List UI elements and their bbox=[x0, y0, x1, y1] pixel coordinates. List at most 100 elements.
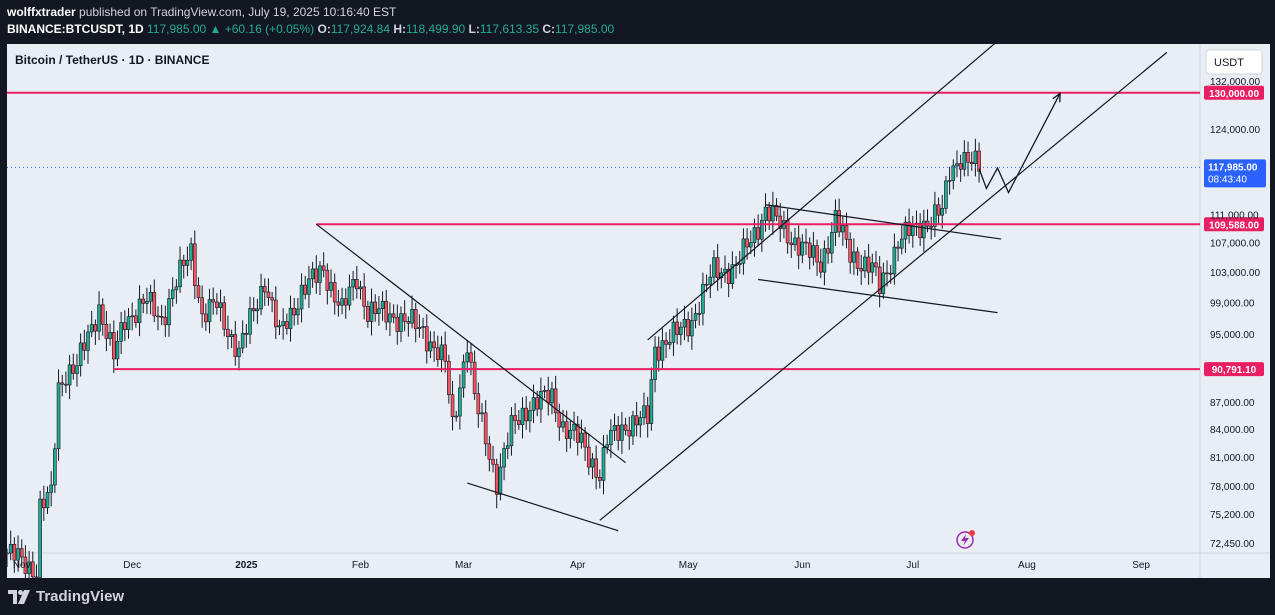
candle-body bbox=[207, 299, 212, 323]
candle bbox=[185, 246, 190, 277]
candle-body bbox=[170, 289, 175, 299]
candle bbox=[178, 246, 182, 293]
high-value: 118,499.90 bbox=[406, 22, 466, 36]
candle-body bbox=[377, 308, 381, 314]
candle-body bbox=[111, 332, 116, 360]
candle bbox=[664, 332, 668, 359]
candle-body bbox=[432, 341, 436, 349]
close-label: C: bbox=[542, 22, 556, 36]
candle bbox=[222, 296, 227, 337]
candle bbox=[458, 374, 462, 430]
projection-path[interactable] bbox=[978, 93, 1061, 195]
candle-body bbox=[491, 459, 495, 465]
trendline[interactable] bbox=[647, 44, 1042, 341]
candle bbox=[237, 340, 241, 371]
candle bbox=[229, 329, 234, 349]
candle-body bbox=[78, 342, 83, 367]
candle-body bbox=[922, 220, 926, 239]
currency-button[interactable]: USDT bbox=[1205, 49, 1263, 75]
author-name[interactable]: wolffxtrader bbox=[7, 5, 76, 19]
candle bbox=[686, 311, 690, 343]
candle bbox=[351, 270, 355, 301]
candle-body bbox=[815, 245, 819, 263]
candle-body bbox=[892, 246, 897, 275]
candle-body bbox=[741, 238, 746, 264]
candle-body bbox=[656, 346, 661, 361]
candle-body bbox=[167, 298, 171, 326]
candle bbox=[454, 410, 459, 422]
candle bbox=[141, 293, 146, 314]
candle bbox=[774, 198, 779, 222]
candle-body bbox=[667, 342, 672, 345]
candle-body bbox=[12, 543, 17, 561]
candle-body bbox=[178, 259, 182, 288]
candle-body bbox=[631, 415, 635, 437]
alert-icon[interactable] bbox=[956, 530, 975, 549]
candle-body bbox=[701, 283, 705, 314]
candle-body bbox=[384, 300, 389, 323]
trendline[interactable] bbox=[765, 204, 1002, 240]
trendline[interactable] bbox=[467, 482, 619, 532]
trendline[interactable] bbox=[758, 278, 998, 314]
candle bbox=[56, 369, 61, 461]
candle bbox=[244, 324, 249, 348]
candle-body bbox=[609, 430, 613, 446]
candle bbox=[27, 550, 31, 578]
candle bbox=[461, 354, 466, 398]
candle-body bbox=[332, 282, 337, 303]
candle-body bbox=[664, 340, 668, 345]
time-tick-label: May bbox=[679, 560, 698, 571]
candle-body bbox=[104, 323, 109, 339]
price-chart[interactable]: 130,000.00 109,588.00 90,791.10 132,000.00… bbox=[0, 44, 1275, 578]
candle bbox=[273, 286, 278, 339]
candle bbox=[45, 486, 50, 514]
candle bbox=[218, 289, 223, 322]
candle-body bbox=[273, 299, 278, 328]
candle bbox=[181, 254, 186, 279]
candle-body bbox=[469, 352, 473, 363]
candle-body bbox=[962, 152, 967, 170]
candle bbox=[447, 354, 451, 404]
candle bbox=[841, 216, 845, 246]
candle-body bbox=[8, 543, 13, 554]
candle bbox=[318, 261, 322, 296]
trendline[interactable] bbox=[315, 223, 626, 464]
candle-body bbox=[649, 379, 654, 424]
candle bbox=[413, 302, 418, 343]
candle bbox=[616, 416, 621, 451]
candle bbox=[38, 490, 42, 578]
candle-body bbox=[583, 432, 587, 448]
candle bbox=[207, 288, 212, 334]
currency-label[interactable]: USDT bbox=[1214, 57, 1244, 69]
candle-body bbox=[763, 206, 768, 221]
candle bbox=[737, 250, 742, 274]
candle bbox=[638, 411, 643, 438]
candle bbox=[524, 396, 528, 430]
candle bbox=[377, 296, 381, 326]
candle-body bbox=[542, 390, 547, 392]
candle bbox=[148, 284, 153, 315]
candle-body bbox=[436, 347, 440, 360]
candle bbox=[5, 548, 9, 567]
time-tick-label: Dec bbox=[123, 560, 141, 571]
candle-body bbox=[19, 548, 24, 558]
candle bbox=[388, 302, 392, 336]
candle-body bbox=[483, 412, 488, 445]
tradingview-brand[interactable]: TradingView bbox=[8, 588, 124, 605]
candle-body bbox=[642, 405, 646, 419]
candle bbox=[211, 287, 215, 315]
candle-body bbox=[60, 382, 65, 385]
low-value: 117,613.35 bbox=[479, 22, 540, 36]
candle-body bbox=[796, 237, 801, 256]
candle bbox=[439, 336, 444, 373]
trendline[interactable] bbox=[599, 51, 1168, 521]
candle bbox=[955, 150, 959, 178]
candle bbox=[156, 306, 160, 331]
level-price-label: 90,791.10 bbox=[1212, 365, 1257, 376]
candle-body bbox=[428, 341, 433, 352]
candle bbox=[520, 397, 525, 439]
candle-body bbox=[465, 352, 470, 363]
candle-body bbox=[67, 364, 72, 386]
candle bbox=[553, 375, 558, 422]
candle bbox=[347, 274, 352, 311]
